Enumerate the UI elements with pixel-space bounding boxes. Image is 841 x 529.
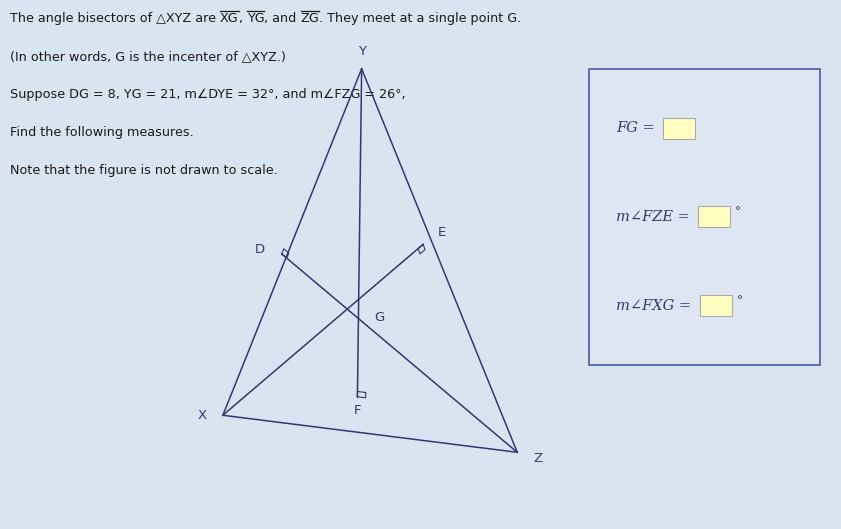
Text: °: ° [735,206,742,219]
Text: , and: , and [264,12,301,25]
Text: Y: Y [357,45,366,58]
FancyBboxPatch shape [700,295,732,316]
Text: G: G [374,311,384,324]
Text: m∠FXG =: m∠FXG = [616,299,696,313]
Text: °: ° [737,295,743,308]
Text: . They meet at a single point G.: . They meet at a single point G. [320,12,521,25]
Text: X: X [198,409,206,422]
Text: m∠FZE =: m∠FZE = [616,210,695,224]
Text: E: E [437,226,446,239]
Text: YG: YG [247,12,264,25]
Text: ZG: ZG [301,12,320,25]
Text: The angle bisectors of △XYZ are: The angle bisectors of △XYZ are [10,12,220,25]
Text: Suppose DG = 8, YG = 21, m∠DYE = 32°, and m∠FZG = 26°,: Suppose DG = 8, YG = 21, m∠DYE = 32°, an… [10,88,405,101]
FancyBboxPatch shape [663,117,695,139]
Text: XG: XG [220,12,239,25]
Text: D: D [255,243,265,256]
Text: F: F [354,404,361,417]
Text: Find the following measures.: Find the following measures. [10,126,193,139]
Text: ,: , [239,12,247,25]
FancyBboxPatch shape [589,69,820,365]
FancyBboxPatch shape [698,206,730,227]
Text: Z: Z [534,452,542,465]
Text: Note that the figure is not drawn to scale.: Note that the figure is not drawn to sca… [10,164,278,177]
Text: FG =: FG = [616,121,659,135]
Text: (In other words, G is the incenter of △XYZ.): (In other words, G is the incenter of △X… [10,50,286,63]
